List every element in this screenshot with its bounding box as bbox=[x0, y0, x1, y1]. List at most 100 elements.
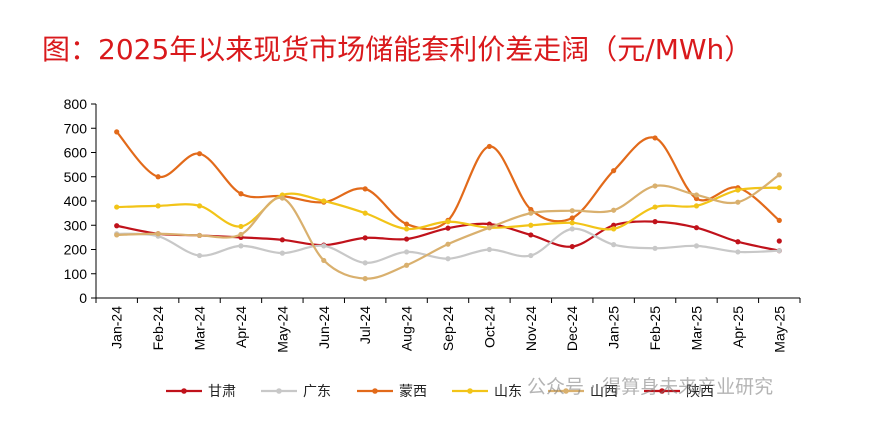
x-tick-label: Jan-24 bbox=[109, 306, 125, 349]
data-point bbox=[362, 186, 368, 192]
data-point bbox=[528, 222, 534, 228]
data-point bbox=[238, 243, 244, 249]
data-point bbox=[528, 252, 534, 259]
data-point bbox=[238, 223, 244, 230]
data-point bbox=[362, 210, 368, 216]
data-point bbox=[693, 195, 700, 202]
y-tick-label: 0 bbox=[79, 290, 87, 306]
data-point bbox=[279, 237, 285, 243]
data-point bbox=[155, 203, 161, 209]
data-point bbox=[114, 232, 120, 238]
data-point bbox=[486, 246, 493, 253]
data-point bbox=[569, 208, 575, 214]
data-point bbox=[155, 174, 161, 180]
series-1 bbox=[114, 226, 782, 266]
data-point bbox=[238, 231, 244, 238]
data-point bbox=[279, 250, 285, 256]
data-point bbox=[196, 203, 203, 209]
y-tick-label: 300 bbox=[64, 217, 88, 233]
data-point bbox=[403, 249, 410, 255]
data-point bbox=[652, 135, 658, 141]
x-tick-label: Feb-24 bbox=[150, 306, 166, 351]
data-point bbox=[403, 236, 410, 242]
data-point bbox=[238, 191, 244, 197]
chart-legend: 甘肃 广东 蒙西 山东 山西 陕西 bbox=[166, 384, 714, 400]
legend-label: 蒙西 bbox=[399, 384, 427, 400]
legend-label: 山西 bbox=[590, 384, 618, 400]
y-tick-label: 400 bbox=[64, 193, 88, 209]
data-point bbox=[114, 129, 120, 135]
legend-label: 山东 bbox=[494, 384, 522, 400]
y-tick-label: 600 bbox=[64, 145, 88, 161]
data-point bbox=[196, 232, 203, 239]
data-point bbox=[528, 232, 534, 238]
data-point bbox=[569, 243, 575, 250]
data-point bbox=[403, 262, 410, 268]
data-point bbox=[528, 206, 534, 213]
legend-swatch-marker bbox=[372, 388, 378, 394]
y-tick-label: 100 bbox=[64, 266, 88, 282]
x-tick-label: Jul-24 bbox=[357, 306, 373, 344]
data-point bbox=[196, 252, 203, 259]
data-point bbox=[569, 215, 575, 221]
data-point bbox=[693, 192, 700, 198]
legend-label: 甘肃 bbox=[208, 384, 236, 400]
x-tick-label: Apr-24 bbox=[233, 306, 249, 348]
data-point bbox=[279, 195, 285, 201]
data-point bbox=[445, 219, 451, 225]
data-point bbox=[611, 168, 617, 174]
series-5 bbox=[776, 238, 782, 244]
data-point bbox=[362, 276, 368, 282]
data-point bbox=[776, 238, 782, 244]
legend-swatch-marker bbox=[276, 388, 282, 394]
data-point bbox=[445, 225, 451, 231]
data-point bbox=[776, 172, 782, 178]
x-tick-label: Dec-24 bbox=[564, 306, 580, 351]
y-tick-label: 700 bbox=[64, 120, 88, 136]
data-point bbox=[652, 219, 658, 225]
legend-label: 陕西 bbox=[686, 384, 714, 400]
data-point bbox=[362, 260, 368, 266]
x-tick-label: May-25 bbox=[771, 306, 787, 353]
data-point bbox=[776, 217, 782, 223]
data-point bbox=[569, 220, 575, 226]
legend-label: 广东 bbox=[303, 384, 331, 400]
data-point bbox=[114, 204, 120, 210]
y-tick-label: 200 bbox=[64, 242, 88, 258]
x-tick-label: Sep-24 bbox=[440, 306, 456, 351]
data-point bbox=[776, 185, 782, 191]
data-point bbox=[569, 226, 575, 232]
series-line bbox=[115, 131, 781, 231]
data-point bbox=[735, 187, 741, 193]
x-tick-label: Jan-25 bbox=[606, 306, 622, 349]
x-tick-label: Jun-24 bbox=[316, 306, 332, 349]
data-point bbox=[321, 243, 327, 249]
x-tick-label: May-24 bbox=[274, 306, 290, 353]
data-point bbox=[693, 225, 700, 231]
data-point bbox=[693, 203, 700, 209]
chart-title: 图：2025年以来现货市场储能套利价差走阔（元/MWh） bbox=[42, 33, 753, 66]
data-point bbox=[652, 245, 658, 251]
series-4 bbox=[114, 172, 782, 282]
data-point bbox=[611, 222, 617, 228]
chart-axes: 0 100 200 300 400 500 600 700 800 Jan-24 Feb-24 Mar… bbox=[64, 96, 801, 353]
data-point bbox=[611, 207, 617, 213]
x-tick-label: Aug-24 bbox=[399, 306, 415, 351]
data-point bbox=[735, 199, 741, 205]
data-point bbox=[735, 249, 741, 255]
data-point bbox=[693, 243, 700, 249]
data-point bbox=[321, 198, 327, 204]
data-point bbox=[155, 231, 161, 237]
y-tick-label: 800 bbox=[64, 96, 88, 112]
data-point bbox=[403, 221, 410, 227]
x-tick-label: Mar-25 bbox=[688, 306, 704, 351]
data-point bbox=[114, 223, 120, 229]
chart-series bbox=[114, 129, 782, 282]
y-tick-label: 500 bbox=[64, 169, 88, 185]
data-point bbox=[486, 143, 493, 150]
x-tick-label: Feb-25 bbox=[647, 306, 663, 351]
data-point bbox=[445, 241, 451, 247]
x-tick-label: Oct-24 bbox=[481, 306, 497, 348]
data-point bbox=[486, 225, 493, 231]
